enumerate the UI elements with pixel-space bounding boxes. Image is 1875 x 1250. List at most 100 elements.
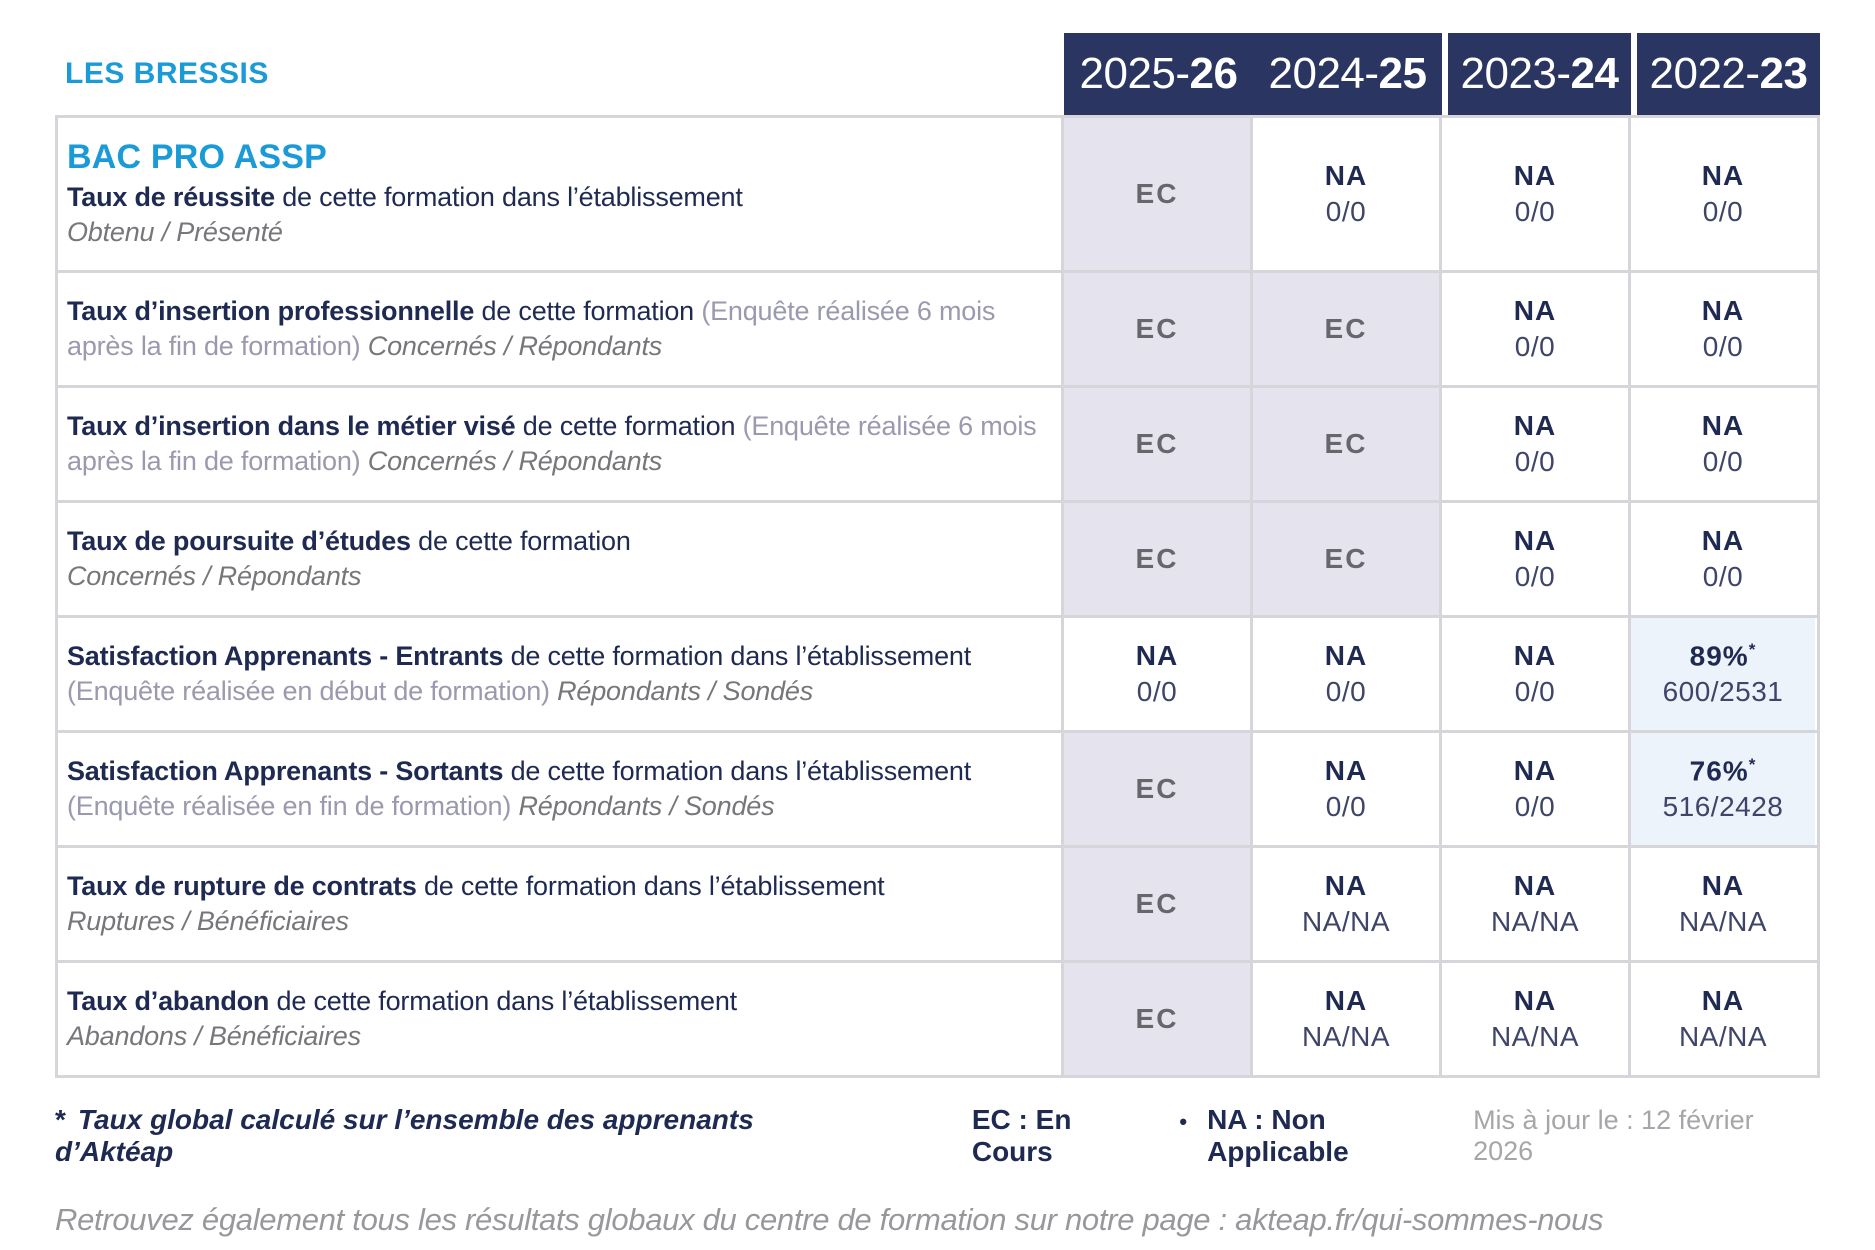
cell-value: NA xyxy=(1702,985,1744,1017)
row-title: Satisfaction Apprenants - Sortants xyxy=(67,755,504,786)
cell-value: NA xyxy=(1514,640,1556,672)
cell-value: NA xyxy=(1514,525,1556,557)
cell-value-text: EC xyxy=(1135,1003,1179,1034)
cell-value: NA xyxy=(1514,755,1556,787)
value-cell-2023-24: NA 0/0 xyxy=(1439,388,1628,500)
legend-ec: EC : En Cours xyxy=(971,1104,1072,1167)
cell-ratio: 0/0 xyxy=(1702,196,1744,227)
row-ratio-label: Répondants / Sondés xyxy=(518,791,775,821)
asterisk-marker: * xyxy=(1748,754,1757,774)
row-survey-note: (Enquête réalisée en fin de formation) xyxy=(67,791,512,821)
row-label-cell: Taux d’abandon de cette formation dans l… xyxy=(58,963,1061,1075)
cell-value-text: NA xyxy=(1513,160,1557,191)
bottom-note: Retrouvez également tous les résultats g… xyxy=(55,1202,1604,1237)
value-cell-2022-23: 89%* 600/2531 xyxy=(1628,618,1815,730)
row-title: Taux de rupture de contrats xyxy=(67,870,417,901)
row-title: Taux d’insertion professionnelle xyxy=(67,295,475,326)
row-ratio-label: Concernés / Répondants xyxy=(367,331,663,361)
cell-value-text: NA xyxy=(1513,640,1557,671)
value-cell-2022-23: 76%* 516/2428 xyxy=(1628,733,1815,845)
cell-value: EC xyxy=(1136,888,1179,920)
row-label-cell: BAC PRO ASSP Taux de réussite de cette fo… xyxy=(58,118,1061,270)
cell-value-text: NA xyxy=(1701,870,1745,901)
table-row: Taux d’insertion professionnelle de cett… xyxy=(58,270,1817,385)
cell-value: NA xyxy=(1325,870,1367,902)
value-cell-2024-25: EC xyxy=(1250,273,1439,385)
row-title: Satisfaction Apprenants - Entrants xyxy=(67,640,504,671)
value-cell-2025-26: EC xyxy=(1061,733,1250,845)
value-cell-2025-26: EC xyxy=(1061,118,1250,270)
row-label: Taux d’insertion dans le métier visé de … xyxy=(67,409,1047,479)
cell-value-text: NA xyxy=(1701,295,1745,326)
cell-value-text: NA xyxy=(1701,410,1745,441)
cell-value: EC xyxy=(1325,313,1368,345)
row-description: de cette formation dans l’établissement xyxy=(276,985,738,1016)
row-label: Satisfaction Apprenants - Sortants de ce… xyxy=(67,754,1047,824)
updated-date: Mis à jour le : 12 février 2026 xyxy=(1473,1105,1754,1166)
cell-value: EC xyxy=(1136,428,1179,460)
value-cell-2023-24: NA 0/0 xyxy=(1439,503,1628,615)
asterisk-marker: * xyxy=(1748,639,1757,659)
cell-value: NA xyxy=(1325,985,1367,1017)
row-title: Taux d’abandon xyxy=(67,985,270,1016)
cell-value-text: NA xyxy=(1701,985,1745,1016)
legend-na: NA : Non Applicable xyxy=(1207,1104,1349,1167)
row-survey-note: (Enquête réalisée 6 mois après la fin de… xyxy=(67,295,996,361)
cell-ratio: 0/0 xyxy=(1325,791,1367,822)
asterisk: * xyxy=(55,1104,66,1135)
row-ratio-label: Obtenu / Présenté xyxy=(67,217,283,247)
cell-value-text: EC xyxy=(1135,428,1179,459)
cell-ratio: 600/2531 xyxy=(1662,676,1784,708)
cell-ratio: 0/0 xyxy=(1514,791,1556,822)
value-cell-2024-25: NA 0/0 xyxy=(1250,118,1439,270)
row-label: Taux d’abandon de cette formation dans l… xyxy=(67,984,1047,1054)
table-header: LES BRESSIS 2025- 26 2024- 25 2023- 24 2022- 23 xyxy=(55,33,1820,115)
cell-value: EC xyxy=(1136,178,1179,210)
value-cell-2024-25: NA NA/NA xyxy=(1250,848,1439,960)
value-cell-2025-26: EC xyxy=(1061,388,1250,500)
row-description: de cette formation dans l’établissement xyxy=(282,181,743,212)
value-cell-2022-23: NA 0/0 xyxy=(1628,118,1815,270)
cell-ratio: 0/0 xyxy=(1514,561,1556,592)
row-description: de cette formation xyxy=(522,410,736,441)
cell-ratio: NA/NA xyxy=(1678,1021,1768,1052)
table-row: Taux d’abandon de cette formation dans l… xyxy=(58,960,1817,1075)
row-label: Satisfaction Apprenants - Entrants de ce… xyxy=(67,639,1047,709)
cell-value-text: NA xyxy=(1324,160,1368,191)
cell-ratio: 0/0 xyxy=(1136,676,1178,707)
program-title: BAC PRO ASSP xyxy=(67,137,327,176)
value-cell-2022-23: NA NA/NA xyxy=(1628,848,1815,960)
cell-value: NA xyxy=(1702,160,1744,192)
row-ratio-label: Concernés / Répondants xyxy=(67,561,362,591)
cell-value-text: EC xyxy=(1324,313,1368,344)
value-cell-2025-26: EC xyxy=(1061,848,1250,960)
cell-ratio: NA/NA xyxy=(1301,1021,1391,1052)
cell-value-text: NA xyxy=(1513,755,1557,786)
row-description: de cette formation dans l’établissement xyxy=(510,755,972,786)
cell-value: NA xyxy=(1514,160,1556,192)
cell-value: 76%* xyxy=(1690,755,1757,787)
year-suffix: 26 xyxy=(1189,49,1238,98)
cell-value-text: NA xyxy=(1324,640,1368,671)
cell-value: NA xyxy=(1325,640,1367,672)
cell-ratio: 0/0 xyxy=(1325,676,1367,707)
row-ratio-label: Concernés / Répondants xyxy=(367,446,663,476)
cell-value-text: NA xyxy=(1513,295,1557,326)
row-description: de cette formation dans l’établissement xyxy=(423,870,885,901)
table-row: Satisfaction Apprenants - Entrants de ce… xyxy=(58,615,1817,730)
cell-value-text: 89% xyxy=(1689,640,1749,672)
cell-value-text: NA xyxy=(1701,160,1745,191)
table-row: Satisfaction Apprenants - Sortants de ce… xyxy=(58,730,1817,845)
value-cell-2025-26: EC xyxy=(1061,503,1250,615)
cell-ratio: NA/NA xyxy=(1301,906,1391,937)
year-column-header: 2023- 24 xyxy=(1442,33,1631,115)
value-cell-2024-25: NA 0/0 xyxy=(1250,618,1439,730)
value-cell-2023-24: NA 0/0 xyxy=(1439,733,1628,845)
cell-value-text: NA xyxy=(1513,525,1557,556)
row-title: Taux de réussite xyxy=(67,181,275,212)
cell-value: NA xyxy=(1702,410,1744,442)
cell-ratio: 0/0 xyxy=(1702,561,1744,592)
row-label: Taux de poursuite d’études de cette form… xyxy=(67,524,1047,594)
cell-ratio: 0/0 xyxy=(1325,196,1367,227)
